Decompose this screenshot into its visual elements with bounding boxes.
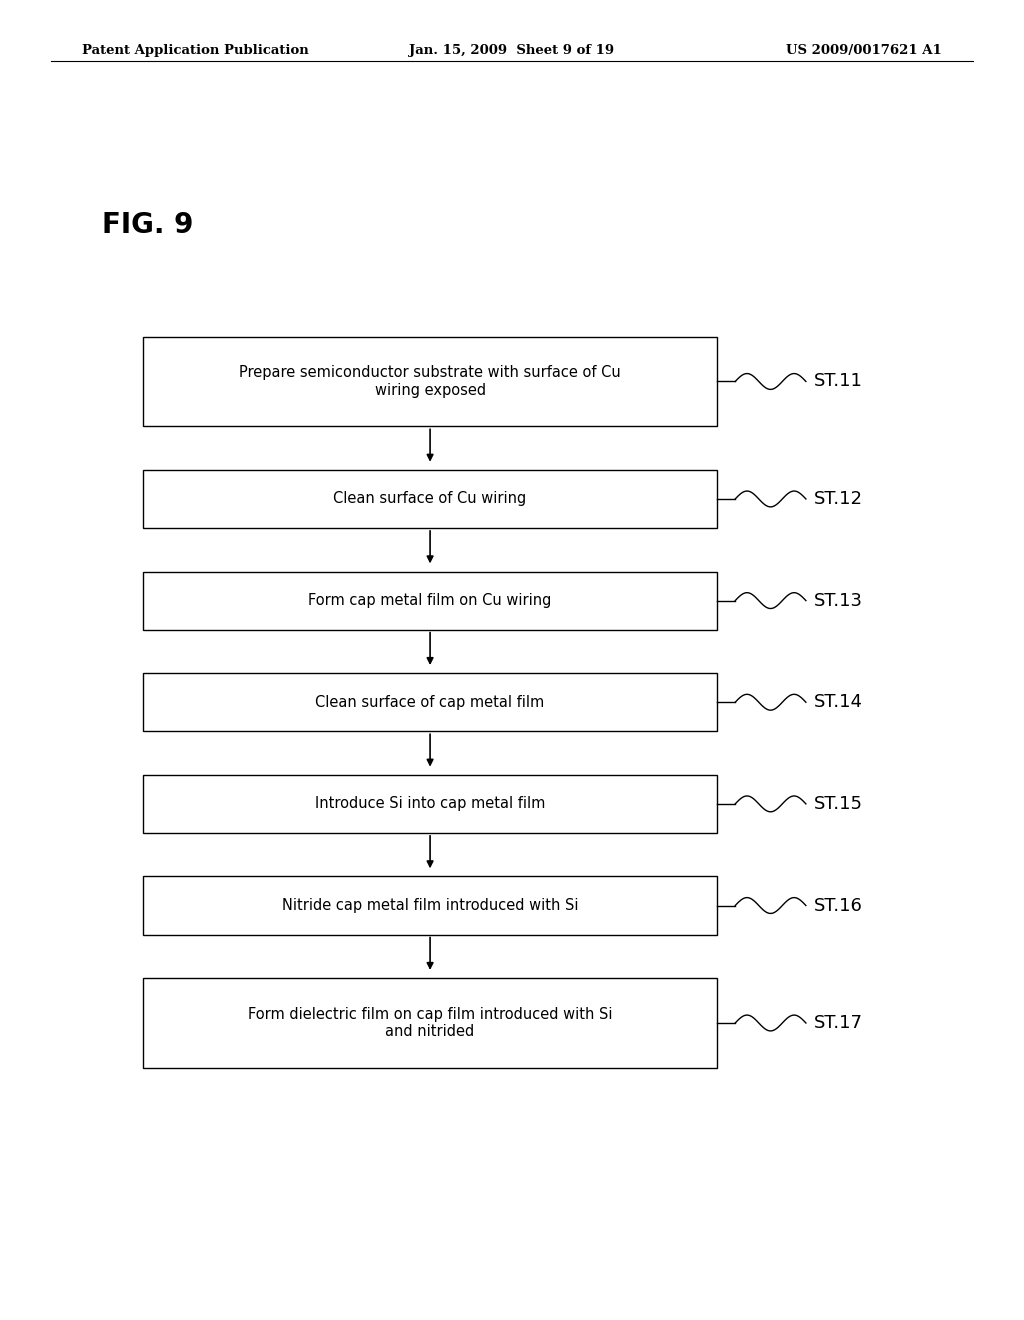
Text: Prepare semiconductor substrate with surface of Cu
wiring exposed: Prepare semiconductor substrate with sur… [240, 366, 621, 397]
Text: US 2009/0017621 A1: US 2009/0017621 A1 [786, 44, 942, 57]
Text: Nitride cap metal film introduced with Si: Nitride cap metal film introduced with S… [282, 898, 579, 913]
Text: ST.15: ST.15 [814, 795, 863, 813]
FancyBboxPatch shape [143, 876, 717, 935]
Text: Jan. 15, 2009  Sheet 9 of 19: Jan. 15, 2009 Sheet 9 of 19 [410, 44, 614, 57]
Text: Patent Application Publication: Patent Application Publication [82, 44, 308, 57]
Text: Clean surface of cap metal film: Clean surface of cap metal film [315, 694, 545, 710]
Text: ST.12: ST.12 [814, 490, 863, 508]
FancyBboxPatch shape [143, 337, 717, 426]
Text: ST.16: ST.16 [814, 896, 863, 915]
FancyBboxPatch shape [143, 572, 717, 630]
FancyBboxPatch shape [143, 673, 717, 731]
Text: ST.11: ST.11 [814, 372, 863, 391]
Text: ST.13: ST.13 [814, 591, 863, 610]
FancyBboxPatch shape [143, 470, 717, 528]
Text: Form dielectric film on cap film introduced with Si
and nitrided: Form dielectric film on cap film introdu… [248, 1007, 612, 1039]
Text: Introduce Si into cap metal film: Introduce Si into cap metal film [315, 796, 545, 812]
FancyBboxPatch shape [143, 978, 717, 1068]
Text: ST.14: ST.14 [814, 693, 863, 711]
Text: FIG. 9: FIG. 9 [102, 211, 194, 239]
Text: Form cap metal film on Cu wiring: Form cap metal film on Cu wiring [308, 593, 552, 609]
FancyBboxPatch shape [143, 775, 717, 833]
Text: ST.17: ST.17 [814, 1014, 863, 1032]
Text: Clean surface of Cu wiring: Clean surface of Cu wiring [334, 491, 526, 507]
